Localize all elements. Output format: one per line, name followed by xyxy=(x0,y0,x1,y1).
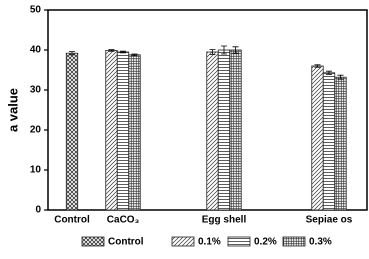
y-tick-label: 30 xyxy=(30,85,42,96)
error-bar xyxy=(69,51,75,56)
y-tick-label: 0 xyxy=(35,205,41,216)
error-bar xyxy=(314,64,321,68)
legend-label: Control xyxy=(108,237,144,248)
error-bar xyxy=(108,49,115,52)
legend-swatch xyxy=(171,236,195,247)
error-bar xyxy=(209,49,216,55)
bar xyxy=(311,65,324,211)
y-tick-label: 40 xyxy=(30,45,42,56)
x-tick-label: Sepiae os xyxy=(306,215,353,226)
legend-label: 0.1% xyxy=(198,237,221,248)
bar xyxy=(116,51,130,211)
x-tick-label: CaCO₃ xyxy=(107,215,140,226)
legend-label: 0.3% xyxy=(309,237,332,248)
bar xyxy=(105,50,118,211)
legend-label: 0.2% xyxy=(254,237,277,248)
error-bar xyxy=(337,74,344,80)
x-tick-label: Control xyxy=(54,215,90,226)
bar xyxy=(334,76,347,211)
y-tick-label: 10 xyxy=(30,165,42,176)
bar xyxy=(206,51,219,211)
bar xyxy=(65,52,79,211)
legend-swatch xyxy=(282,236,306,247)
y-axis-label: a value xyxy=(5,88,20,132)
legend-swatch xyxy=(227,236,251,247)
legend-swatch xyxy=(81,236,105,247)
error-bar xyxy=(131,53,138,56)
error-bar xyxy=(221,45,227,55)
bar xyxy=(322,72,336,211)
bar xyxy=(128,54,141,211)
error-bar xyxy=(120,50,126,54)
error-bar xyxy=(232,46,239,54)
y-tick-label: 20 xyxy=(30,125,42,136)
y-tick-label: 50 xyxy=(30,5,42,16)
bar xyxy=(229,49,242,211)
x-tick-label: Egg shell xyxy=(202,215,247,226)
error-bar xyxy=(326,70,332,75)
bar xyxy=(217,49,231,211)
